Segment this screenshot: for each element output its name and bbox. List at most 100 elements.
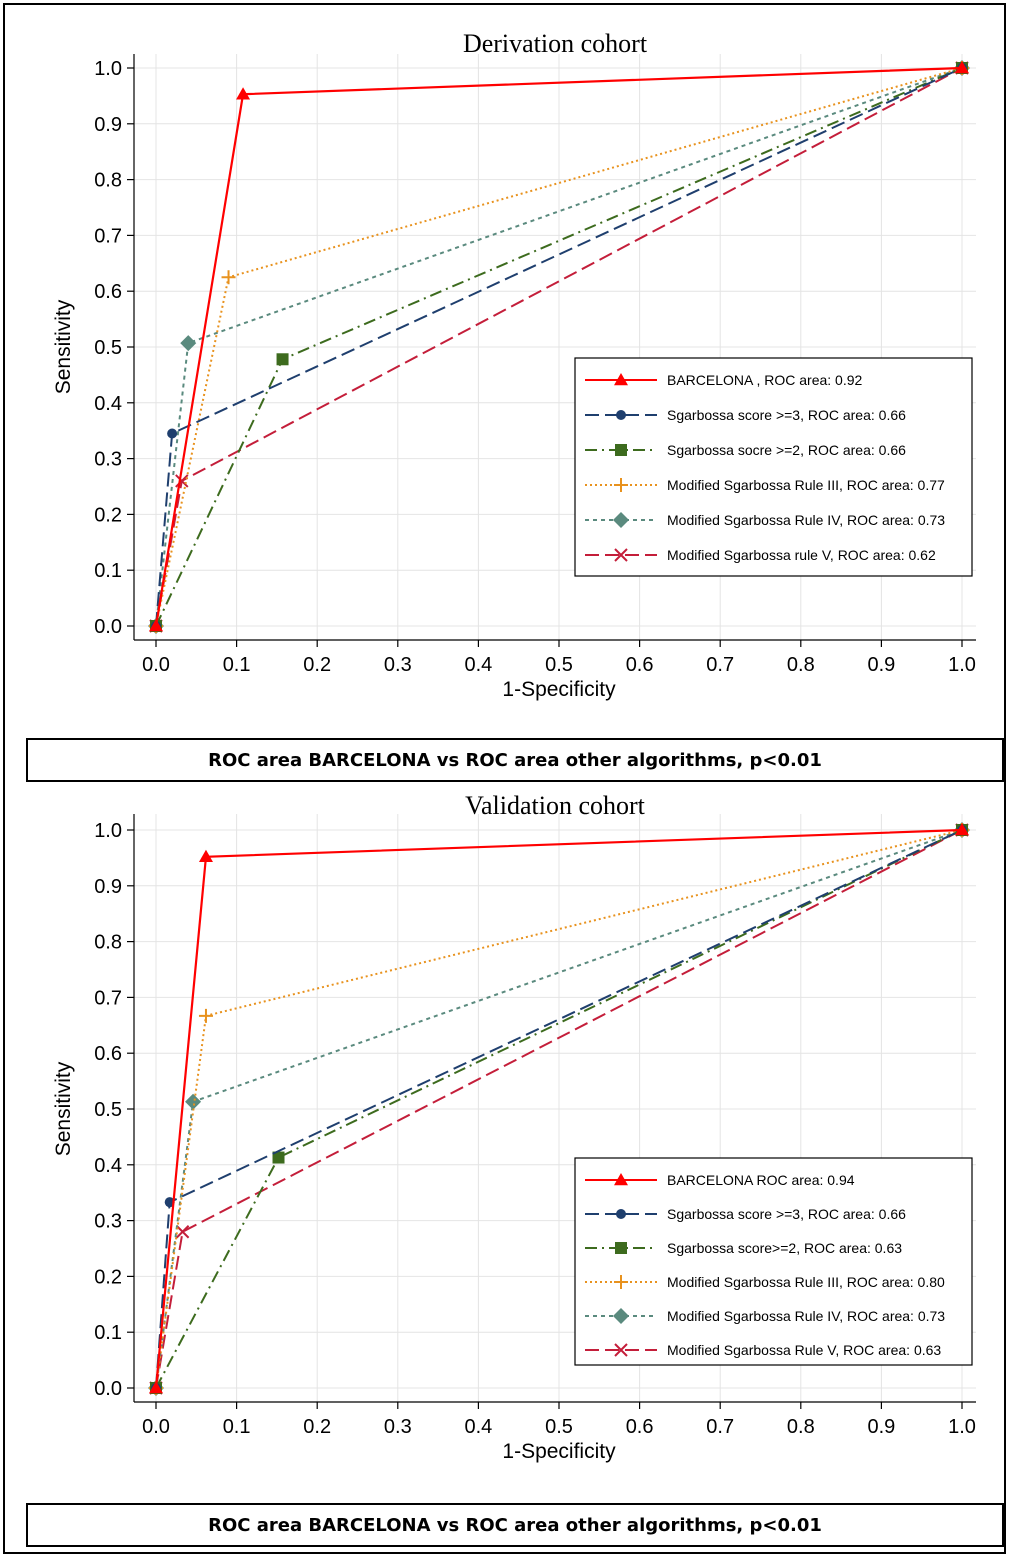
y-tick-label: 0.2 — [94, 1266, 122, 1288]
data-point — [272, 1151, 285, 1164]
legend-box — [574, 357, 973, 577]
legend-entry: BARCELONA ROC area: 0.94 — [667, 1172, 855, 1188]
x-tick-label: 0.7 — [706, 654, 734, 676]
roc-chart-validation: Validation cohort 0.0 0.1 0.2 0.3 0.4 0.5 0.6 0.… — [52, 791, 976, 1463]
x-tick-label: 0.9 — [867, 1416, 895, 1438]
series-line — [155, 67, 963, 627]
x-tick-label: 1.0 — [948, 1416, 976, 1438]
legend-entry: Modified Sgarbossa Rule IV, ROC area: 0.… — [667, 1308, 945, 1324]
legend-entry: Modified Sgarbossa Rule IV, ROC area: 0.… — [667, 512, 945, 528]
legend-swatch-marker — [614, 373, 628, 386]
x-tick-label: 0.3 — [384, 1416, 412, 1438]
series-1 — [149, 823, 969, 1394]
x-tick-label: 0.4 — [464, 1416, 492, 1438]
y-axis-label: Sensitivity — [52, 299, 75, 394]
x-tick-label: 0.2 — [303, 654, 331, 676]
data-point — [175, 474, 189, 488]
y-tick-label: 0.6 — [94, 281, 122, 303]
data-point — [149, 1381, 163, 1394]
legend-swatch-marker — [615, 444, 627, 456]
legend-entry: Sgarbossa socre >=2, ROC area: 0.66 — [667, 442, 906, 458]
x-tick-label: 0.4 — [464, 654, 492, 676]
legend: BARCELONA , ROC area: 0.92 Sgarbossa scor… — [574, 357, 973, 577]
caption-validation: ROC area BARCELONA vs ROC area other alg… — [26, 1503, 1004, 1547]
data-point — [198, 849, 213, 863]
data-point — [955, 61, 969, 74]
x-tick-label: 0.0 — [142, 1416, 170, 1438]
y-axis-label: Sensitivity — [52, 1061, 75, 1156]
y-tick-label: 0.8 — [94, 170, 122, 192]
x-axis-label: 1-Specificity — [502, 678, 616, 701]
y-tick-label: 0.4 — [94, 393, 122, 415]
series-line — [155, 829, 963, 1389]
y-tick-label: 0.7 — [94, 225, 122, 247]
x-tick-label: 0.0 — [142, 654, 170, 676]
data-point — [149, 619, 163, 632]
legend-swatch-marker — [616, 1209, 626, 1219]
x-tick-label: 0.2 — [303, 1416, 331, 1438]
y-tick-label: 0.4 — [94, 1155, 122, 1177]
y-tick-label: 0.1 — [94, 560, 122, 582]
legend-swatch-marker — [614, 478, 628, 492]
data-point — [175, 1225, 190, 1239]
x-tick-label: 0.1 — [223, 1416, 251, 1438]
y-tick-label: 0.0 — [94, 1378, 122, 1400]
y-tick-label: 0.5 — [94, 1099, 122, 1121]
x-tick-label: 0.8 — [787, 1416, 815, 1438]
legend-swatch-marker — [614, 1173, 628, 1186]
legend-entry: BARCELONA , ROC area: 0.92 — [667, 372, 863, 388]
y-tick-label: 0.1 — [94, 1322, 122, 1344]
legend-entry: Modified Sgarbossa Rule V, ROC area: 0.6… — [667, 1342, 941, 1358]
legend-swatch-marker — [613, 512, 629, 528]
legend-swatch-marker — [615, 1242, 627, 1254]
x-tick-label: 0.6 — [626, 654, 654, 676]
chart-title: Validation cohort — [465, 791, 646, 820]
legend-box — [574, 1157, 973, 1366]
y-tick-label: 0.0 — [94, 616, 122, 638]
y-tick-label: 0.3 — [94, 1211, 122, 1233]
x-tick-label: 0.6 — [626, 1416, 654, 1438]
data-point — [180, 335, 197, 352]
x-tick-label: 0.7 — [706, 1416, 734, 1438]
legend-entry: Sgarbossa score >=3, ROC area: 0.66 — [667, 407, 906, 423]
legend-entry: Sgarbossa score >=3, ROC area: 0.66 — [667, 1206, 906, 1222]
legend-swatch-marker — [614, 1343, 628, 1357]
chart-title: Derivation cohort — [463, 29, 648, 58]
x-tick-label: 0.9 — [867, 654, 895, 676]
y-tick-label: 1.0 — [94, 820, 122, 842]
y-tick-label: 0.5 — [94, 337, 122, 359]
roc-chart-derivation: Derivation cohort 0.0 0.1 0.2 0.3 0.4 0.5 0.6 0.… — [52, 29, 976, 701]
legend: BARCELONA ROC area: 0.94 Sgarbossa score … — [574, 1157, 973, 1366]
data-point — [276, 353, 289, 366]
y-tick-label: 0.9 — [94, 114, 122, 136]
y-tick-label: 0.6 — [94, 1043, 122, 1065]
y-tick-label: 0.2 — [94, 504, 122, 526]
data-point — [185, 1093, 202, 1110]
legend-entry: Modified Sgarbossa rule V, ROC area: 0.6… — [667, 547, 936, 563]
x-tick-label: 0.8 — [787, 654, 815, 676]
legend-entry: Modified Sgarbossa Rule III, ROC area: 0… — [667, 477, 945, 493]
legend-swatch-marker — [613, 1308, 629, 1324]
y-tick-label: 0.3 — [94, 449, 122, 471]
x-tick-label: 1.0 — [948, 654, 976, 676]
y-tick-label: 1.0 — [94, 58, 122, 80]
x-tick-label: 0.3 — [384, 654, 412, 676]
legend-swatch-marker — [614, 1275, 628, 1289]
data-point — [955, 823, 969, 836]
data-point — [236, 87, 251, 100]
x-tick-label: 0.1 — [223, 654, 251, 676]
caption-derivation: ROC area BARCELONA vs ROC area other alg… — [26, 738, 1004, 782]
data-point — [221, 270, 236, 285]
figure-frame — [3, 3, 1006, 1554]
legend-swatch-marker — [616, 410, 626, 420]
y-tick-label: 0.7 — [94, 987, 122, 1009]
data-point — [198, 1008, 213, 1023]
y-tick-label: 0.8 — [94, 932, 122, 954]
data-point — [167, 428, 178, 439]
series-1 — [149, 61, 969, 632]
x-tick-label: 0.5 — [545, 654, 573, 676]
y-tick-label: 0.9 — [94, 876, 122, 898]
legend-swatch-marker — [614, 548, 628, 562]
legend-entry: Sgarbossa score>=2, ROC area: 0.63 — [667, 1240, 902, 1256]
x-tick-label: 0.5 — [545, 1416, 573, 1438]
